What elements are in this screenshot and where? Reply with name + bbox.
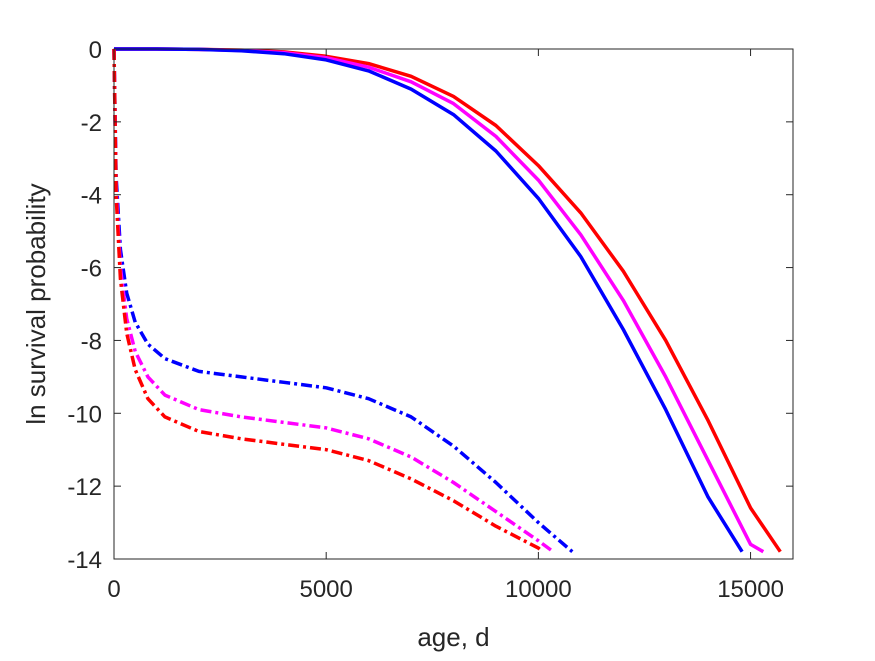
series-group <box>112 47 782 554</box>
x-tick-label: 5000 <box>299 576 352 603</box>
series-line-3 <box>114 47 744 553</box>
y-tick-label: -2 <box>81 110 102 137</box>
y-axis-label: ln survival probability <box>21 183 51 424</box>
series-line-5 <box>112 48 555 554</box>
y-tick-label: -14 <box>67 547 102 574</box>
y-tick-label: -10 <box>67 401 102 428</box>
x-tick-label: 10000 <box>505 576 572 603</box>
y-tick-label: -8 <box>81 328 102 355</box>
y-tick-label: 0 <box>89 37 102 64</box>
y-tick-label: -4 <box>81 183 102 210</box>
ticks-group <box>113 48 793 560</box>
y-tick-label: -6 <box>81 256 102 283</box>
plot-background <box>114 49 793 559</box>
x-axis-label: age, d <box>417 622 489 652</box>
plot-frame <box>113 48 794 560</box>
tick-labels-group: 0 5000 10000 15000 0 -2 -4 -6 -8 -10 -12 -14 <box>67 37 784 603</box>
series-line-4 <box>112 48 574 554</box>
series-line-6 <box>112 48 544 554</box>
x-tick-label: 0 <box>107 576 120 603</box>
y-tick-label: -12 <box>67 474 102 501</box>
x-tick-label: 15000 <box>717 576 784 603</box>
